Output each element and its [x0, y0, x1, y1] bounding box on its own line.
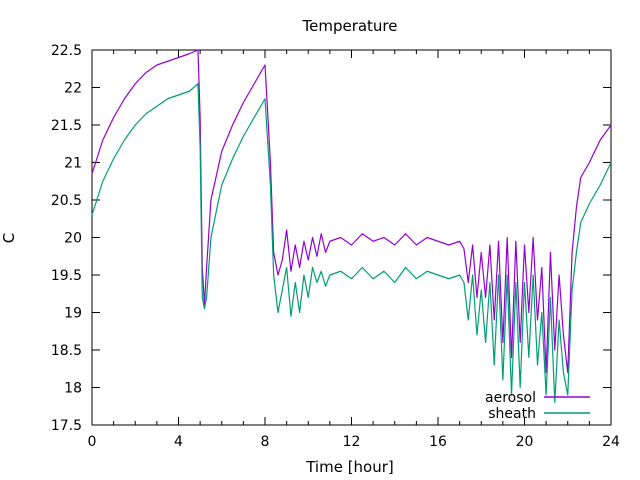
x-tick-label: 20 [516, 434, 534, 450]
y-tick-label: 22 [64, 81, 82, 97]
x-tick-label: 24 [602, 434, 620, 450]
tick-labels-layer: 0 4 8 12 16 20 24 17.5 18 18.5 19 19.5 20 20.5 21 21.5 2… [51, 43, 620, 450]
x-tick-label: 12 [343, 434, 361, 450]
y-tick-label: 21 [64, 156, 82, 172]
y-tick-label: 19.5 [51, 268, 82, 284]
ticks-layer [91, 49, 612, 426]
y-tick-label: 22.5 [51, 43, 82, 59]
y-tick-label: 18 [64, 381, 82, 397]
x-tick-label: 4 [174, 434, 183, 450]
x-tick-label: 0 [88, 434, 97, 450]
series-layer [91, 49, 612, 404]
y-axis-title: C [0, 233, 18, 243]
series-line-sheath [91, 83, 612, 404]
y-tick-label: 21.5 [51, 118, 82, 134]
y-tick-label: 17.5 [51, 418, 82, 434]
y-tick-label: 20.5 [51, 193, 82, 209]
y-tick-label: 19 [64, 306, 82, 322]
chart-title: Temperature [301, 17, 397, 35]
y-tick-label: 20 [64, 231, 82, 247]
series-line-aerosol [91, 49, 612, 374]
x-tick-label: 8 [261, 434, 270, 450]
y-tick-label: 18.5 [51, 343, 82, 359]
x-axis-title: Time [hour] [305, 458, 394, 476]
legend-label-aerosol: aerosol [485, 390, 536, 406]
x-tick-label: 16 [429, 434, 447, 450]
legend-label-sheath: sheath [488, 406, 536, 422]
